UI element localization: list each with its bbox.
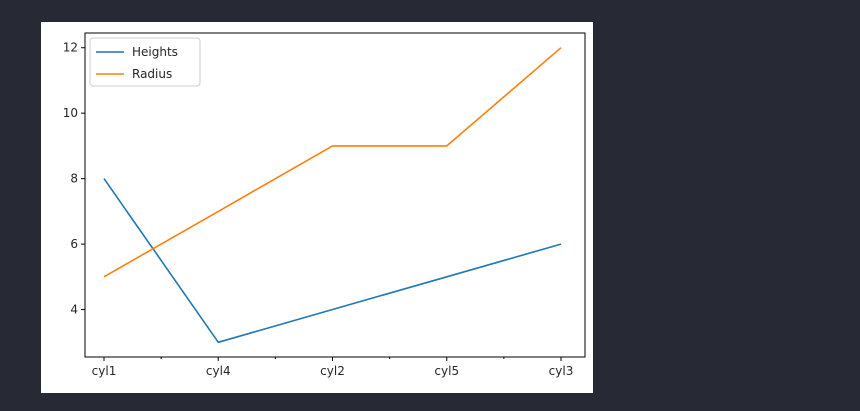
y-tick-label-3: 10 xyxy=(63,106,78,120)
x-tick-label-1: cyl4 xyxy=(206,364,231,378)
legend-label-heights: Heights xyxy=(132,45,178,59)
x-tick-label-4: cyl3 xyxy=(549,364,574,378)
plot-frame xyxy=(84,32,586,358)
x-tick-label-2: cyl2 xyxy=(320,364,345,378)
y-tick-label-2: 8 xyxy=(70,172,78,186)
line-chart: 4 6 8 10 12 cyl1 cyl4 cyl2 cyl5 cyl3 Heights Radiu… xyxy=(63,32,586,378)
series-line-heights xyxy=(103,178,562,344)
chart-figure: 4 6 8 10 12 cyl1 cyl4 cyl2 cyl5 cyl3 Heights Radiu… xyxy=(41,22,593,393)
legend-label-radius: Radius xyxy=(132,67,172,81)
y-tick-label-4: 12 xyxy=(63,41,78,55)
y-tick-label-0: 4 xyxy=(70,303,78,317)
x-tick-label-3: cyl5 xyxy=(434,364,459,378)
x-tick-label-0: cyl1 xyxy=(92,364,117,378)
plot-layer: 4 6 8 10 12 cyl1 cyl4 cyl2 cyl5 cyl3 xyxy=(63,41,574,378)
legend: Heights Radius xyxy=(89,37,201,87)
y-tick-label-1: 6 xyxy=(70,237,78,251)
